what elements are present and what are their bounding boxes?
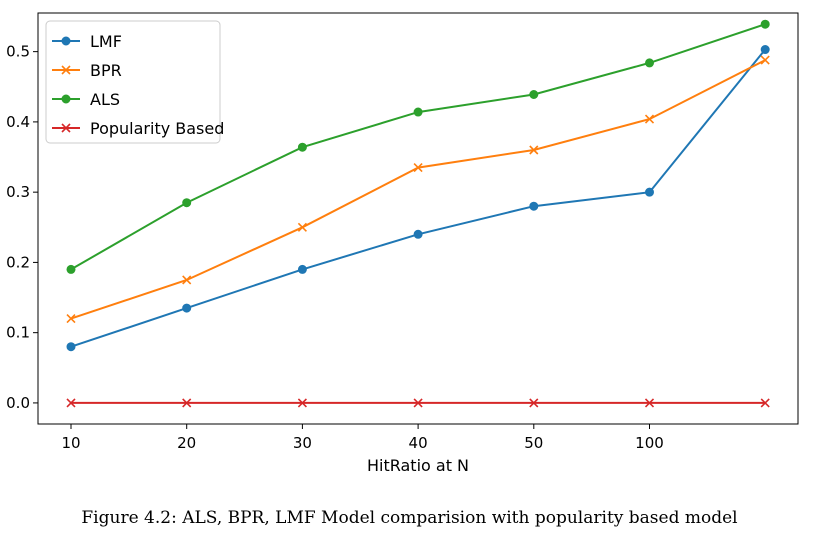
point-lmf-4 [529,201,539,211]
point-bpr-1 [182,275,192,285]
series-als [66,19,770,274]
point-bpr-5 [644,114,655,124]
point-bpr-4 [529,145,539,155]
point-lmf-0 [66,342,76,352]
point-als-4 [529,89,539,99]
point-bpr-6 [760,55,770,65]
y-tick-label-2: 0.2 [6,253,30,271]
point-bpr-3 [413,162,423,173]
y-tick-label-4: 0.4 [6,113,30,131]
point-lmf-6 [760,45,770,55]
point-popularity-based-4 [529,398,539,408]
y-axis: 0.0 0.1 0.2 0.3 0.4 0.5 [6,43,38,412]
figure-caption: Figure 4.2: ALS, BPR, LMF Model comparis… [81,508,738,528]
series-bpr [66,55,770,324]
x-axis-label: HitRatio at N [367,456,469,475]
legend-label-bpr: BPR [90,61,122,80]
series-layer [66,19,770,408]
point-lmf-3 [413,229,423,239]
point-als-1 [182,198,192,208]
point-popularity-based-0 [66,398,76,408]
legend-label-lmf: LMF [90,32,122,51]
legend-label-popularity-based: Popularity Based [90,119,224,138]
series-popularity-based [66,398,770,408]
x-tick-label-0: 10 [61,434,80,452]
legend-marker-popularity-based [61,123,71,133]
legend-marker-lmf [61,36,71,46]
y-tick-label-5: 0.5 [6,43,30,61]
x-tick-label-3: 40 [409,434,428,452]
point-popularity-based-5 [644,398,655,408]
x-tick-label-2: 30 [293,434,312,452]
series-lmf [66,45,770,352]
point-als-5 [645,58,654,68]
y-tick-label-3: 0.3 [6,183,30,201]
y-tick-label-0: 0.0 [6,394,30,412]
point-als-6 [760,19,770,29]
point-als-0 [66,264,76,274]
legend-label-als: ALS [90,90,120,109]
x-tick-label-5: 100 [635,434,664,452]
point-als-3 [413,107,423,117]
y-tick-label-1: 0.1 [6,324,30,342]
point-als-2 [297,142,307,152]
point-popularity-based-6 [760,398,770,408]
x-axis: 10 20 30 40 50 100 [61,424,664,452]
point-bpr-2 [297,222,307,232]
point-lmf-5 [645,187,654,197]
point-lmf-1 [182,303,192,313]
legend-marker-bpr [61,65,71,75]
point-bpr-0 [66,314,76,324]
legend-box [45,20,221,144]
x-tick-label-1: 20 [177,434,196,452]
legend-marker-als [61,94,71,104]
point-popularity-based-1 [182,398,192,408]
x-tick-label-4: 50 [524,434,543,452]
point-popularity-based-3 [413,398,423,408]
point-popularity-based-2 [297,398,307,408]
legend: LMF BPR ALS Popularity Based [45,20,224,144]
point-lmf-2 [297,264,307,274]
